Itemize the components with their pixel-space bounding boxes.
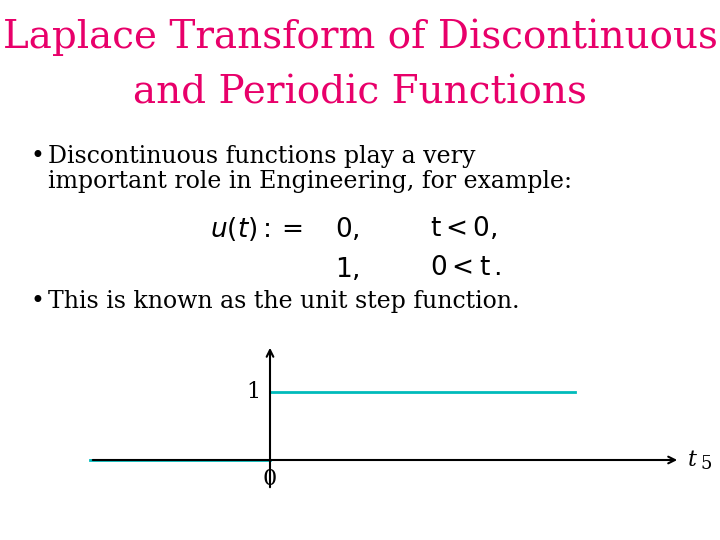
Text: $1,$: $1,$	[335, 255, 360, 282]
Text: This is known as the unit step function.: This is known as the unit step function.	[48, 290, 520, 313]
Text: 1: 1	[246, 381, 260, 403]
Text: $\mathrm{t} < 0,$: $\mathrm{t} < 0,$	[430, 215, 498, 242]
Text: important role in Engineering, for example:: important role in Engineering, for examp…	[48, 170, 572, 193]
Text: •: •	[30, 290, 44, 313]
Text: $0,$: $0,$	[335, 215, 360, 242]
Text: $0 < \mathrm{t}\,.$: $0 < \mathrm{t}\,.$	[430, 255, 501, 281]
Text: t: t	[688, 449, 697, 471]
Text: •: •	[30, 145, 44, 168]
Text: $u(t) :=$: $u(t) :=$	[210, 215, 303, 243]
Text: Discontinuous functions play a very: Discontinuous functions play a very	[48, 145, 475, 168]
Text: 0: 0	[263, 468, 277, 490]
Text: Laplace Transform of Discontinuous: Laplace Transform of Discontinuous	[3, 18, 717, 56]
Text: and Periodic Functions: and Periodic Functions	[133, 75, 587, 112]
Text: 5: 5	[700, 455, 711, 473]
